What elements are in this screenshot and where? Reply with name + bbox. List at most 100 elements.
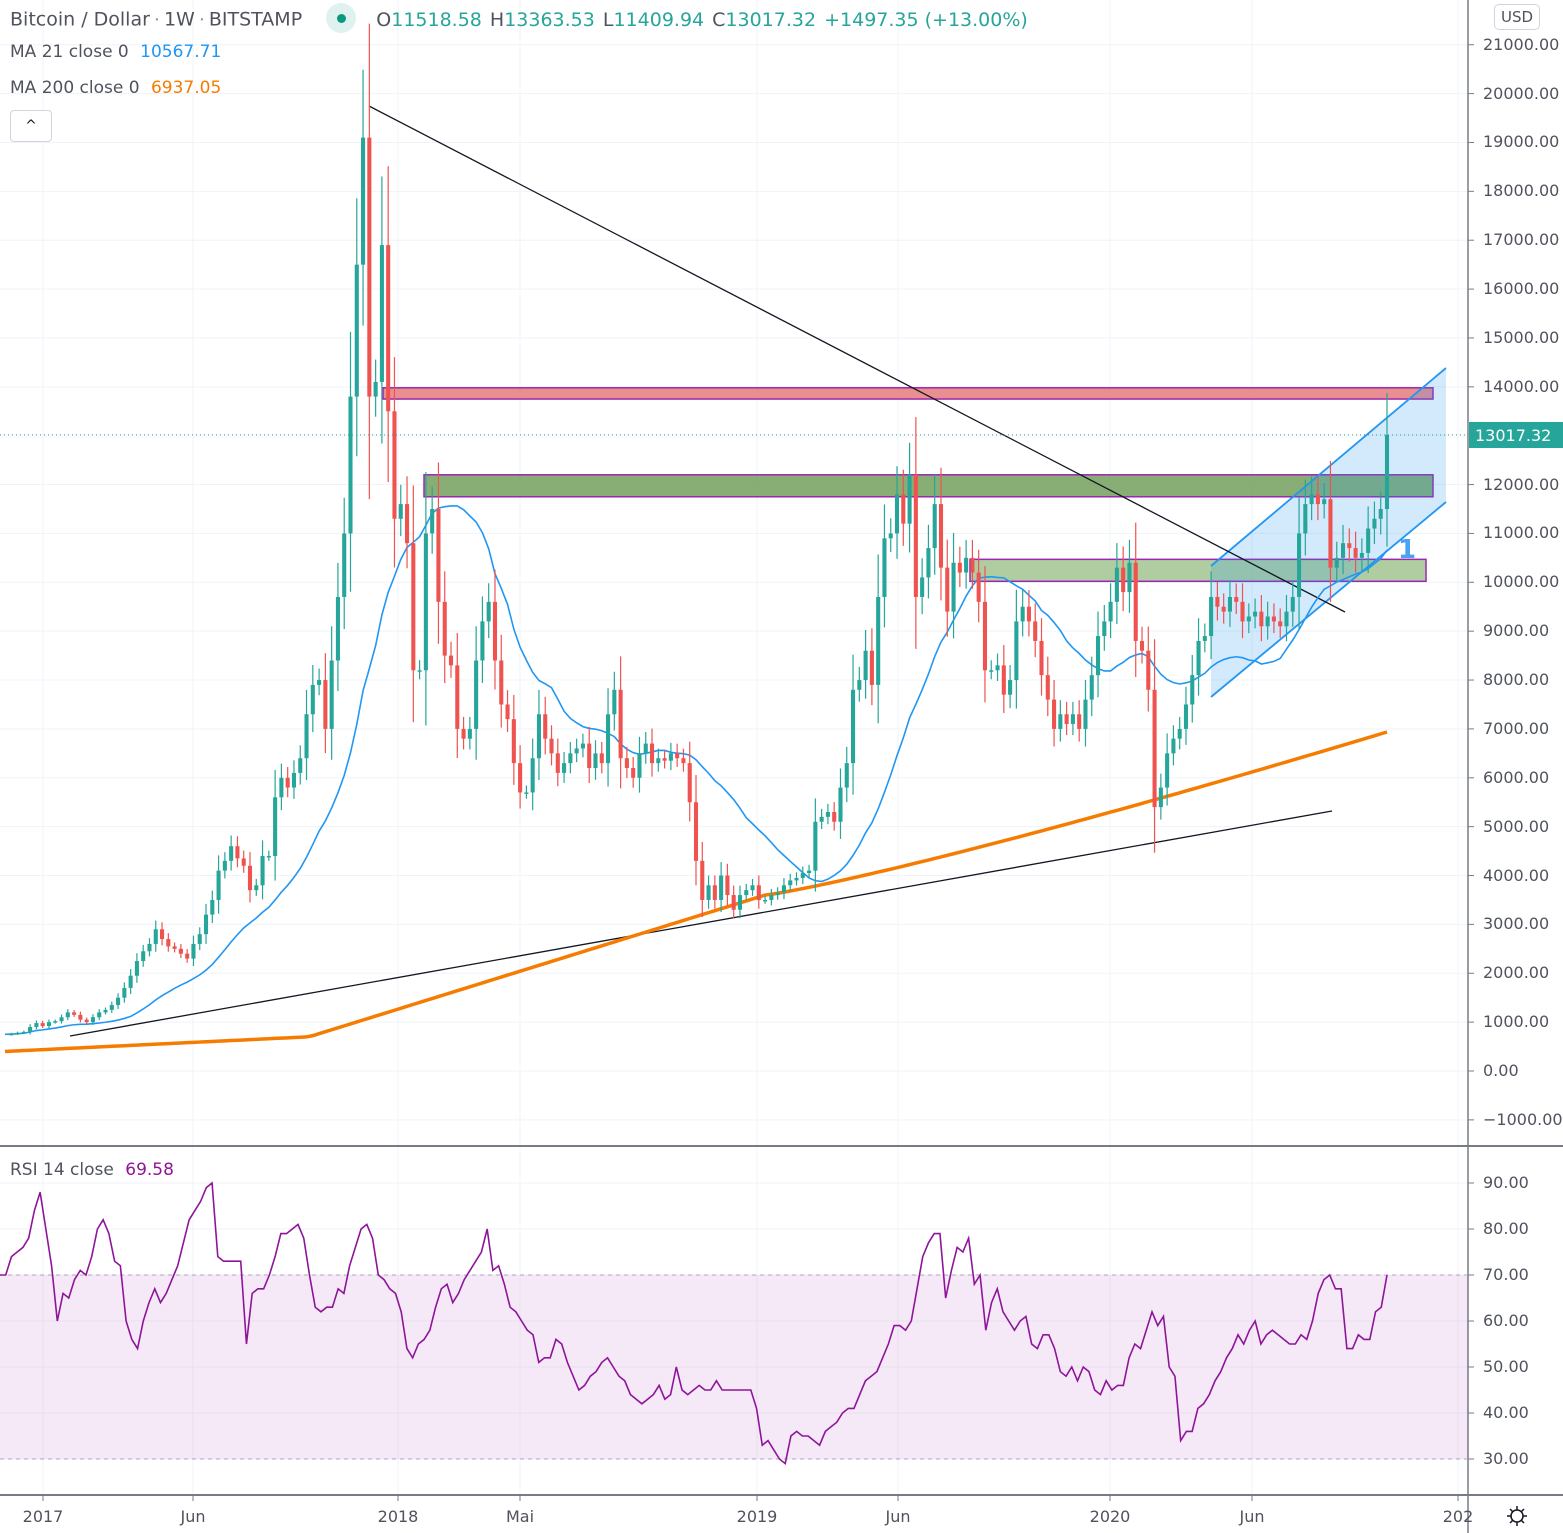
candle-body	[90, 1017, 95, 1023]
candle-body	[1121, 567, 1126, 593]
channel-top	[1210, 367, 1447, 567]
symbol-header: Bitcoin / Dollar · 1W · BITSTAMP O11518.58 H1…	[10, 3, 1036, 35]
candle-body	[1202, 636, 1207, 641]
zone-support-light-green	[969, 558, 1427, 583]
price-tick: 17000.00	[1483, 230, 1560, 250]
gear-icon[interactable]	[1506, 1505, 1528, 1527]
candle-body	[1359, 552, 1364, 558]
candle-body	[970, 557, 975, 573]
candle-body	[235, 846, 240, 859]
candle-body	[1290, 596, 1295, 612]
candle-body	[1077, 714, 1082, 729]
ma200-value: 6937.05	[150, 78, 222, 98]
exchange: BITSTAMP	[208, 8, 303, 31]
candle-body	[1227, 596, 1232, 612]
candle-body	[706, 885, 711, 900]
chevron-up-icon: ^	[25, 118, 37, 134]
price-tick: 2000.00	[1483, 963, 1550, 983]
high-value: 13363.53	[504, 8, 595, 31]
candle-body	[637, 753, 642, 778]
candle-body	[203, 914, 209, 935]
candle-body	[1152, 689, 1157, 808]
candle-body	[530, 758, 535, 793]
candle-body	[631, 768, 636, 778]
candle-body	[436, 508, 441, 602]
rsi-tick: 80.00	[1483, 1219, 1529, 1238]
candle-body	[907, 474, 912, 524]
candle-body	[869, 650, 874, 685]
candle-body	[53, 1021, 58, 1023]
time-tick: 2020	[1089, 1507, 1131, 1526]
candle-body	[1083, 699, 1088, 729]
close-label: C	[712, 8, 726, 31]
candle-body	[964, 557, 969, 573]
candle-body	[543, 714, 548, 739]
candle-body	[618, 689, 623, 759]
market-status-icon	[326, 3, 357, 33]
candle-body	[1177, 728, 1182, 739]
candle-body	[1165, 753, 1170, 788]
candle-body	[354, 264, 359, 397]
candle-body	[178, 948, 183, 954]
candle-body	[737, 895, 743, 910]
price-tick: 8000.00	[1483, 670, 1550, 690]
candle-body	[241, 858, 246, 866]
candle-body	[769, 895, 774, 900]
candle-body	[9, 1033, 14, 1036]
price-tick: −1000.00	[1483, 1109, 1563, 1129]
currency-button[interactable]: USD	[1494, 4, 1540, 30]
descending-trendline	[368, 105, 1346, 613]
candle-body	[876, 596, 881, 685]
candle-body	[794, 877, 799, 881]
candle-body	[832, 811, 837, 822]
candle-body	[518, 763, 523, 793]
candle-body	[1033, 621, 1038, 641]
candle-body	[266, 855, 271, 858]
candle-body	[486, 601, 491, 622]
candle-body	[687, 763, 692, 803]
ohlc-values: O11518.58 H13363.53 L11409.94 C13017.32 +149…	[376, 9, 1036, 31]
candle-body	[612, 689, 617, 715]
candle-body	[593, 753, 598, 769]
candle-body	[386, 245, 391, 412]
candle-body	[147, 943, 152, 952]
candle-body	[1039, 640, 1044, 676]
rsi-value: 69.58	[125, 1160, 174, 1180]
candle-body	[72, 1012, 77, 1015]
candle-body	[851, 689, 856, 764]
candle-body	[844, 763, 849, 788]
candle-body	[499, 660, 504, 705]
candle-body	[562, 763, 567, 773]
ascending-trendline	[69, 810, 1333, 1037]
symbol-name[interactable]: Bitcoin / Dollar	[10, 8, 150, 31]
candle-body	[606, 714, 611, 764]
candle-body	[1246, 616, 1251, 622]
candle-body	[819, 816, 824, 822]
candle-body	[857, 680, 862, 690]
collapse-legend-button[interactable]: ^	[10, 110, 52, 142]
ma200-legend[interactable]: MA 200 close 0 6937.05	[10, 78, 221, 98]
rsi-legend[interactable]: RSI 14 close 69.58	[10, 1160, 174, 1180]
price-tick: 19000.00	[1483, 132, 1560, 152]
candle-body	[342, 533, 347, 597]
candle-body	[254, 885, 259, 891]
candle-body	[317, 680, 322, 685]
rsi-tick: 30.00	[1483, 1449, 1529, 1468]
candle-body	[731, 895, 736, 910]
candle-body	[442, 601, 447, 656]
candle-body	[392, 411, 397, 519]
candle-body	[1309, 494, 1314, 505]
candle-body	[1070, 714, 1075, 725]
candle-body	[455, 665, 460, 729]
candle-body	[84, 1019, 89, 1023]
candle-body	[1340, 543, 1346, 558]
candle-body	[46, 1022, 52, 1027]
time-tick: Jun	[180, 1507, 206, 1526]
candle-body	[932, 504, 937, 549]
ma21-legend[interactable]: MA 21 close 0 10567.71	[10, 42, 221, 62]
interval[interactable]: 1W	[163, 8, 195, 31]
candle-body	[78, 1014, 83, 1020]
candle-body	[153, 929, 158, 944]
candle-body	[310, 684, 315, 715]
